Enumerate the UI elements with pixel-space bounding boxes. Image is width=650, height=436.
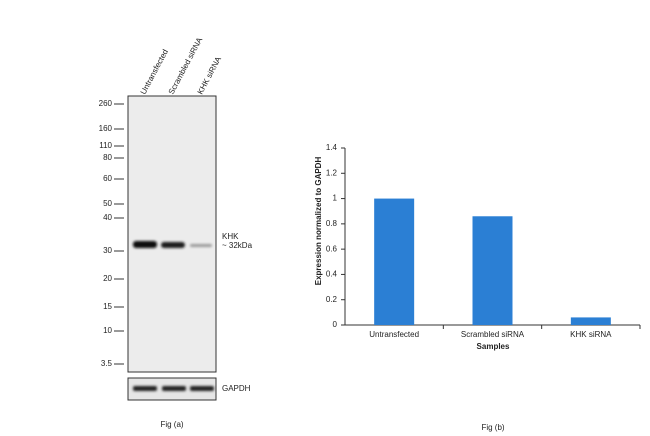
y-axis-title: Expression normalized to GAPDH (314, 157, 323, 286)
caption: Fig (b) (481, 423, 504, 432)
marker-label: 80 (103, 153, 112, 162)
marker-label: 260 (99, 99, 113, 108)
x-tick-label: Untransfected (369, 330, 419, 339)
x-axis-title: Samples (477, 342, 510, 351)
x-tick-label: KHK siRNA (570, 330, 612, 339)
band-size: ~ 32kDa (222, 241, 253, 250)
blot-membrane (127, 95, 217, 373)
caption: Fig (a) (160, 420, 183, 429)
y-tick-label: 0.6 (326, 244, 338, 253)
marker-label: 10 (103, 326, 112, 335)
marker-label: 160 (99, 124, 113, 133)
marker-label: 60 (103, 174, 112, 183)
x-tick-label: Scrambled siRNA (461, 330, 525, 339)
y-tick-label: 0 (333, 320, 338, 329)
marker-label: 30 (103, 246, 112, 255)
y-tick-label: 1 (333, 194, 338, 203)
bar (374, 198, 415, 325)
y-tick-label: 0.4 (326, 270, 338, 279)
band (133, 386, 157, 391)
marker-label: 20 (103, 274, 112, 283)
bar (570, 317, 611, 325)
y-tick-label: 1.2 (326, 168, 338, 177)
marker-label: 40 (103, 213, 112, 222)
band (133, 241, 157, 248)
marker-label: 3.5 (101, 359, 113, 368)
bar (472, 216, 513, 325)
lane-label: KHK siRNA (196, 55, 224, 96)
bar-chart: 0 0.2 0.4 0.6 0.8 1 1.2 1.4 Untransfected Scrambl… (326, 143, 641, 339)
band (190, 386, 214, 391)
y-tick-label: 1.4 (326, 143, 338, 152)
band-label: KHK (222, 232, 239, 241)
marker-label: 15 (103, 302, 112, 311)
y-tick-label: 0.2 (326, 295, 338, 304)
band (161, 242, 185, 248)
y-tick-label: 0.8 (326, 219, 338, 228)
marker-label: 50 (103, 199, 112, 208)
loading-control: GAPDH (222, 384, 251, 393)
marker-label: 110 (99, 141, 112, 150)
band (162, 386, 186, 391)
band (190, 244, 212, 247)
lane-label: Untransfected (139, 48, 170, 96)
